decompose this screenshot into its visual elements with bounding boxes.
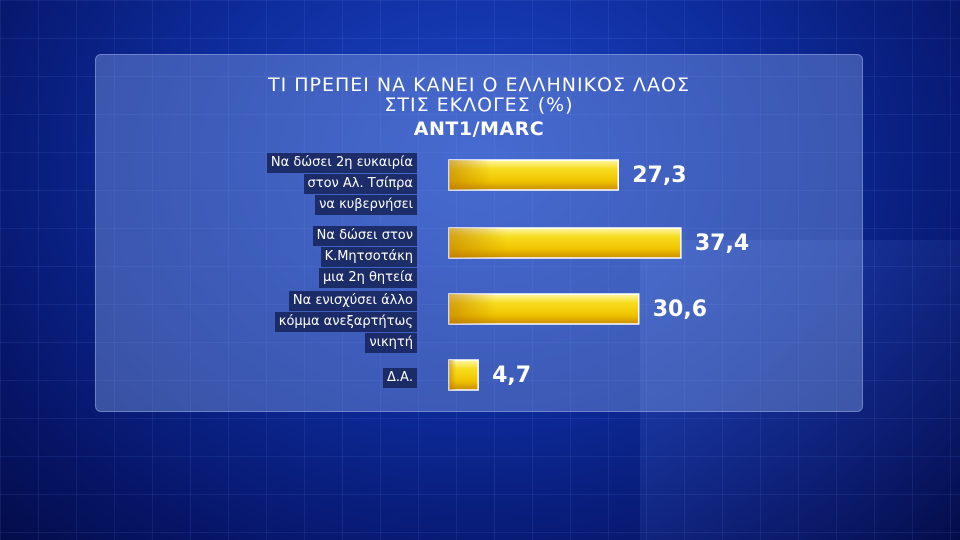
bar-shade-1 xyxy=(449,160,619,190)
category-label-line: να κυβερνήσει xyxy=(315,195,417,215)
chart-title-line-2: ΣΤΙΣ ΕΚΛΟΓΕΣ (%) xyxy=(384,94,574,116)
bar-shade-2 xyxy=(449,228,681,258)
chart-title-line-1: ΤΙ ΠΡΕΠΕΙ ΝΑ ΚΑΝΕΙ Ο ΕΛΛΗΝΙΚΟΣ ΛΑΟΣ xyxy=(267,74,690,96)
value-label-2: 37,4 xyxy=(695,231,749,256)
category-label-line: Δ.Α. xyxy=(382,368,417,388)
category-label-line: στον Αλ. Τσίπρα xyxy=(303,174,417,194)
category-label-4: Δ.Α. xyxy=(382,368,417,389)
bar-shade-4 xyxy=(449,360,479,390)
category-label-line: Να δώσει 2η ευκαιρία xyxy=(266,153,417,173)
category-label-line: νικητή xyxy=(365,333,417,353)
value-label-4: 4,7 xyxy=(492,363,531,388)
category-label-line: Κ.Μητσοτάκη xyxy=(320,247,417,267)
category-label-line: κόμμα ανεξαρτήτως xyxy=(274,312,417,332)
category-label-line: Να δώσει στον xyxy=(312,226,417,246)
category-label-line: μια 2η θητεία xyxy=(318,268,417,288)
chart-subtitle: ANT1/MARC xyxy=(413,118,545,140)
bar-shade-3 xyxy=(449,294,639,324)
chart-title: ΤΙ ΠΡΕΠΕΙ ΝΑ ΚΑΝΕΙ Ο ΕΛΛΗΝΙΚΟΣ ΛΑΟΣ ΣΤΙΣ… xyxy=(95,75,863,115)
value-label-1: 27,3 xyxy=(632,163,686,188)
category-label-line: Να ενισχύσει άλλο xyxy=(288,291,417,311)
category-label-2: Να δώσει στον Κ.Μητσοτάκη μια 2η θητεία xyxy=(312,226,417,289)
value-label-3: 30,6 xyxy=(653,297,707,322)
category-label-1: Να δώσει 2η ευκαιρία στον Αλ. Τσίπρα να κυ… xyxy=(266,153,417,216)
category-label-3: Να ενισχύσει άλλο κόμμα ανεξαρτήτως νικητή xyxy=(274,291,417,354)
